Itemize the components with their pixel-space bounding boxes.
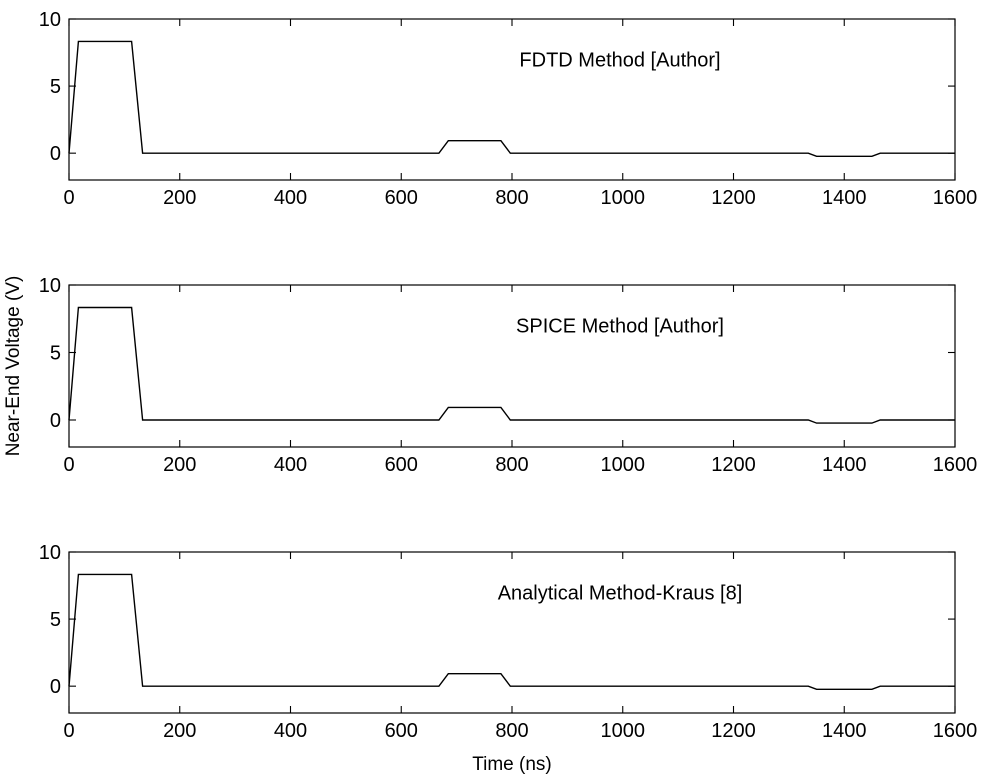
x-tick-label: 800 xyxy=(495,720,528,742)
x-tick-label: 1200 xyxy=(711,720,756,742)
x-tick-label: 400 xyxy=(274,187,307,209)
subplot-title: Analytical Method-Kraus [8] xyxy=(498,582,743,604)
x-tick-label: 400 xyxy=(274,454,307,476)
x-tick-label: 1600 xyxy=(933,454,978,476)
subplot-3: 0 200 400 600 800 1000 1200 1400 1600 0 5 10 Analyti… xyxy=(39,542,978,742)
x-tick-label: 1400 xyxy=(822,187,867,209)
x-tick-label: 0 xyxy=(63,454,74,476)
subplot-title: FDTD Method [Author] xyxy=(519,49,720,71)
x-tick-label: 1200 xyxy=(711,187,756,209)
y-axis-label: Near-End Voltage (V) xyxy=(3,276,24,457)
x-tick-label: 0 xyxy=(63,720,74,742)
subplot-2: 0 200 400 600 800 1000 1200 1400 1600 0 5 10 SPICE M… xyxy=(39,275,978,476)
y-tick-label: 10 xyxy=(39,542,61,564)
subplot-title: SPICE Method [Author] xyxy=(516,316,724,338)
y-tick-label: 5 xyxy=(50,343,61,365)
x-tick-label: 200 xyxy=(163,720,196,742)
x-tick-label: 600 xyxy=(385,720,418,742)
y-tick-label: 5 xyxy=(50,76,61,98)
y-tick-label: 0 xyxy=(50,676,61,698)
x-tick-label: 800 xyxy=(495,187,528,209)
x-tick-label: 800 xyxy=(495,454,528,476)
x-tick-label: 600 xyxy=(385,454,418,476)
x-tick-label: 400 xyxy=(274,720,307,742)
y-tick-label: 0 xyxy=(50,143,61,165)
x-axis-label: Time (ns) xyxy=(472,754,552,775)
y-tick-label: 10 xyxy=(39,275,61,297)
x-tick-label: 1600 xyxy=(933,187,978,209)
voltage-trace xyxy=(68,40,955,158)
x-tick-label: 1200 xyxy=(711,454,756,476)
x-tick-label: 600 xyxy=(385,187,418,209)
x-tick-label: 1400 xyxy=(822,454,867,476)
voltage-trace xyxy=(68,573,955,690)
y-tick-label: 0 xyxy=(50,410,61,432)
x-tick-label: 1000 xyxy=(601,720,646,742)
x-tick-label: 1400 xyxy=(822,720,867,742)
x-tick-label: 1000 xyxy=(601,187,646,209)
x-tick-label: 1000 xyxy=(601,454,646,476)
x-tick-label: 200 xyxy=(163,187,196,209)
x-tick-label: 1600 xyxy=(933,720,978,742)
y-tick-label: 5 xyxy=(50,609,61,631)
voltage-trace xyxy=(68,306,955,424)
subplot-1: 0 200 400 600 800 1000 1200 1400 1600 0 5 10 FDTD Me… xyxy=(39,9,978,209)
y-tick-label: 10 xyxy=(39,9,61,31)
x-tick-label: 0 xyxy=(63,187,74,209)
x-tick-label: 200 xyxy=(163,454,196,476)
